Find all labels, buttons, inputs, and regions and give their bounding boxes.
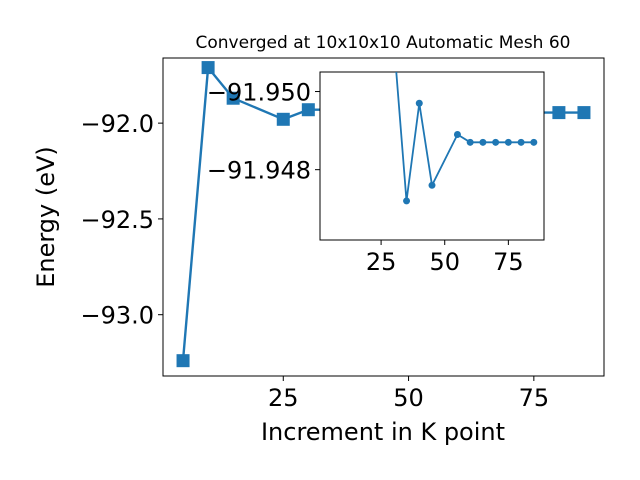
main-data-point: [577, 106, 591, 120]
x-axis-label: Increment in K point: [261, 418, 505, 446]
main-data-point: [276, 112, 290, 126]
main-y-tick-label: −92.0: [80, 110, 154, 138]
main-x-tick-label: 25: [268, 384, 299, 412]
main-axis-ticks: 25 50 75 −92.0 −92.5 −93.0: [80, 110, 549, 412]
main-x-tick-label: 75: [519, 384, 550, 412]
main-data-point: [201, 61, 215, 75]
inset-data-point: [466, 138, 474, 146]
inset-chart: 25 50 75 −91.950 −91.948: [207, 71, 545, 276]
inset-data-point: [403, 197, 411, 205]
inset-x-tick-label: 50: [429, 248, 460, 276]
inset-series: [395, 72, 538, 205]
inset-data-point: [415, 99, 423, 107]
main-data-point: [226, 91, 240, 105]
inset-data-point: [517, 138, 525, 146]
inset-data-point: [530, 138, 538, 146]
inset-y-tick-label: −91.948: [207, 157, 311, 185]
inset-axis-ticks: 25 50 75 −91.950 −91.948: [207, 79, 524, 276]
inset-y-tick-label: −91.950: [207, 79, 311, 107]
main-y-tick-label: −93.0: [80, 302, 154, 330]
inset-plot-frame: [319, 71, 545, 241]
inset-data-point: [479, 138, 487, 146]
inset-data-point: [453, 131, 461, 139]
main-y-tick-label: −92.5: [80, 206, 154, 234]
chart-title: Converged at 10x10x10 Automatic Mesh 60: [196, 33, 571, 53]
inset-data-point: [492, 138, 500, 146]
main-data-point: [552, 106, 566, 120]
main-data-point: [301, 103, 315, 117]
inset-data-point: [504, 138, 512, 146]
inset-x-tick-label: 75: [493, 248, 524, 276]
main-x-tick-label: 50: [393, 384, 424, 412]
y-axis-label: Energy (eV): [32, 146, 60, 288]
main-data-point: [176, 354, 190, 368]
inset-x-tick-label: 25: [366, 248, 397, 276]
inset-data-point: [428, 181, 436, 189]
